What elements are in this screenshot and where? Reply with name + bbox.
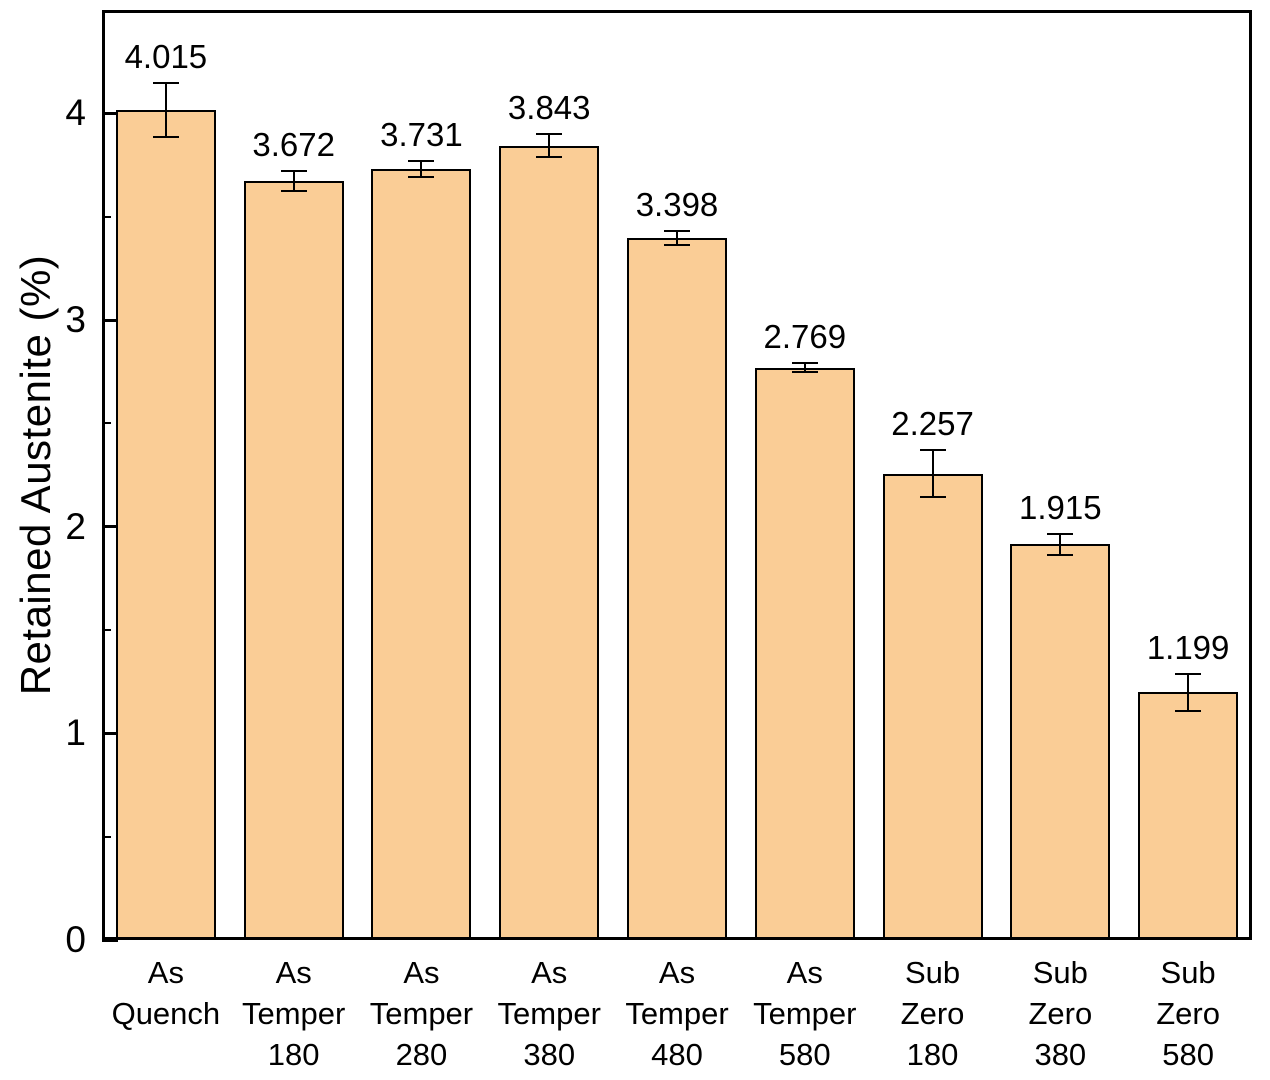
error-bar-cap-bottom [1047,553,1074,556]
y-major-tick [102,731,118,735]
category-label-line: Quench [111,996,221,1031]
y-tick-label: 3 [65,299,86,340]
category-label-line: 180 [906,1037,959,1072]
error-bar-cap-bottom [919,496,946,499]
category-label-line: Sub [904,955,961,990]
category-label-line: 580 [1162,1037,1214,1072]
bar [371,168,471,940]
y-major-tick [102,318,118,322]
category-label-line: As [147,955,184,990]
category-label-line: Sub [1160,955,1216,990]
error-bar-line [1059,533,1062,555]
category-label-line: Zero [1156,996,1220,1031]
error-bar-cap-bottom [408,176,435,179]
category-label-line: As [786,955,823,990]
category-label-line: As [275,955,312,990]
error-bar-cap-top [1175,672,1202,675]
error-bar-cap-top [664,229,690,232]
error-bar-cap-top [408,159,435,162]
error-bar-line [292,170,295,192]
error-bar-cap-bottom [791,371,818,374]
category-label-line: Temper [241,996,346,1031]
error-bar-line [1187,673,1190,711]
bar-value-label: 2.257 [891,404,974,442]
y-minor-tick [102,835,111,838]
bar-value-label: 1.199 [1146,628,1230,666]
category-label-line: Zero [900,996,965,1031]
bar-value-label: 3.843 [507,89,591,127]
bar [883,473,983,940]
error-bar-cap-top [791,362,818,365]
y-tick-label: 0 [65,919,86,960]
bar [1010,544,1110,940]
bar-value-label: 4.015 [124,38,208,76]
bar-value-label: 2.769 [763,318,847,356]
bar [116,110,216,940]
bar-value-label: 3.731 [380,115,463,153]
error-bar-line [164,83,167,138]
category-label-line: Temper [753,996,857,1031]
error-bar-line [676,230,678,245]
error-bar-cap-top [152,82,179,85]
category-label-line: 380 [523,1037,576,1072]
error-bar-line [803,363,806,373]
y-tick-label: 4 [65,92,86,134]
bar [1138,692,1238,940]
category-label: As Quench [74,952,258,1034]
y-minor-tick [102,215,111,218]
category-label: Sub Zero 180 [841,952,1025,1075]
bar-value-label: 1.915 [1019,488,1102,526]
error-bar-line [931,449,934,498]
error-bar-line [420,160,423,178]
category-label-line: Temper [497,996,601,1031]
error-bar-cap-top [536,133,563,136]
category-label: Sub Zero 380 [968,952,1152,1075]
category-label-line: 480 [651,1037,703,1072]
error-bar-cap-top [1047,532,1074,535]
category-label-line: 380 [1034,1037,1087,1072]
error-bar-cap-bottom [152,136,179,139]
bar-value-label: 3.672 [252,125,335,163]
plot-frame [102,10,1252,940]
category-label: As Temper 580 [713,952,897,1075]
error-bar-cap-top [280,169,307,172]
category-label: As Temper 180 [202,952,386,1075]
y-major-tick [102,525,118,529]
error-bar-cap-bottom [536,156,563,159]
category-label-line: 180 [267,1037,320,1072]
y-tick-label: 2 [65,505,86,547]
category-label-line: 580 [778,1037,831,1072]
y-major-tick [102,938,118,942]
category-label-line: 280 [395,1037,448,1072]
category-label-line: As [531,955,568,990]
error-bar-cap-top [919,448,946,451]
y-minor-tick [102,629,111,631]
category-label-line: Temper [369,996,474,1031]
bar [499,145,599,940]
category-label: Sub Zero 580 [1096,952,1270,1075]
error-bar-cap-bottom [1175,709,1202,712]
error-bar-line [548,134,551,158]
error-bar-cap-bottom [280,190,307,193]
category-label-line: Sub [1032,955,1088,990]
y-minor-tick [102,422,111,425]
category-label-line: As [658,955,696,990]
category-label: As Temper 380 [457,952,641,1075]
category-label-line: Zero [1028,996,1093,1031]
category-label: As Temper 480 [585,952,769,1075]
category-label: As Temper 280 [329,952,513,1075]
category-label-line: Temper [625,996,729,1031]
y-tick-label: 1 [65,712,86,754]
category-label-line: As [403,955,440,990]
y-major-tick [102,111,118,115]
error-bar-cap-bottom [664,243,690,246]
bar-value-label: 3.398 [635,185,719,223]
